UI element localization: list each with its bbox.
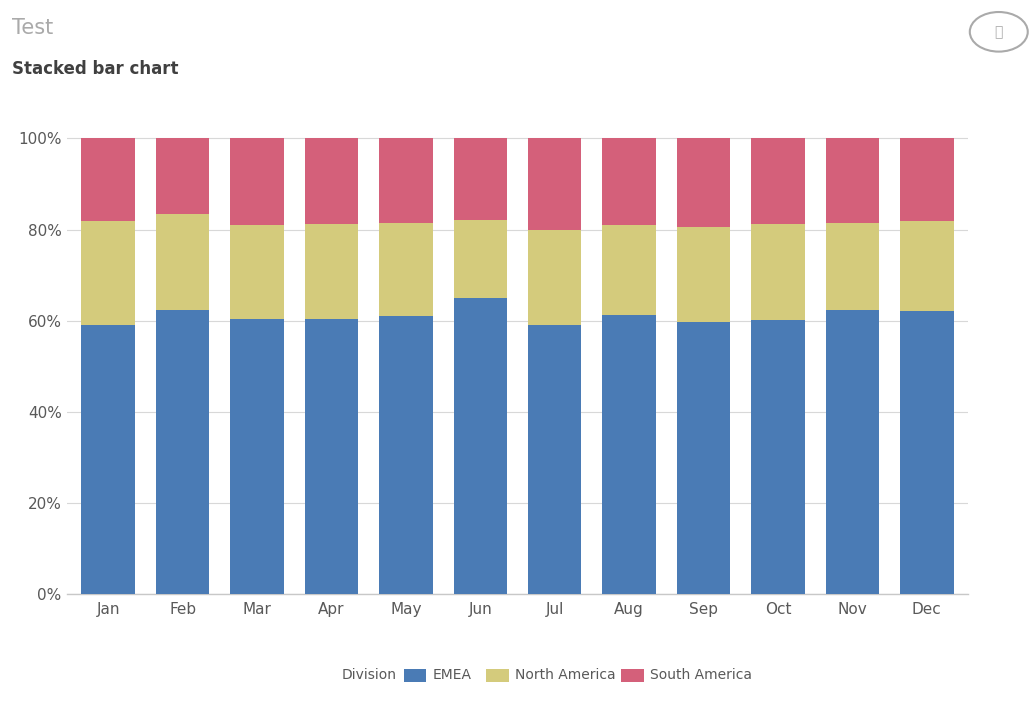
Bar <box>156 139 209 214</box>
Bar <box>82 325 135 594</box>
Bar <box>453 298 507 594</box>
Text: South America: South America <box>650 668 752 682</box>
Bar <box>304 319 358 594</box>
Text: Test: Test <box>12 18 54 37</box>
Bar <box>751 320 805 594</box>
Bar <box>677 227 731 322</box>
Bar <box>751 139 805 225</box>
Bar <box>156 214 209 310</box>
Text: North America: North America <box>515 668 616 682</box>
Bar <box>528 230 582 325</box>
Bar <box>453 139 507 221</box>
Text: ⤢: ⤢ <box>995 25 1003 39</box>
Bar <box>304 139 358 225</box>
Bar <box>677 139 731 227</box>
Text: Stacked bar chart: Stacked bar chart <box>12 60 179 78</box>
Bar <box>900 139 953 221</box>
Bar <box>379 316 433 594</box>
Bar <box>602 315 656 594</box>
Bar <box>602 226 656 315</box>
Bar <box>453 221 507 298</box>
Bar <box>528 139 582 230</box>
Bar <box>304 225 358 319</box>
Bar <box>826 139 879 223</box>
Bar <box>379 223 433 316</box>
Bar <box>826 310 879 594</box>
Text: Division: Division <box>342 668 396 682</box>
Bar <box>156 310 209 594</box>
Bar <box>379 139 433 223</box>
Bar <box>900 221 953 311</box>
Bar <box>677 322 731 594</box>
Bar <box>230 225 284 320</box>
Bar <box>82 139 135 221</box>
Bar <box>528 325 582 594</box>
Bar <box>230 139 284 225</box>
Bar <box>900 311 953 594</box>
Bar <box>826 223 879 310</box>
Text: EMEA: EMEA <box>433 668 472 682</box>
Bar <box>230 320 284 594</box>
Bar <box>82 221 135 325</box>
Bar <box>602 139 656 226</box>
Bar <box>751 225 805 320</box>
